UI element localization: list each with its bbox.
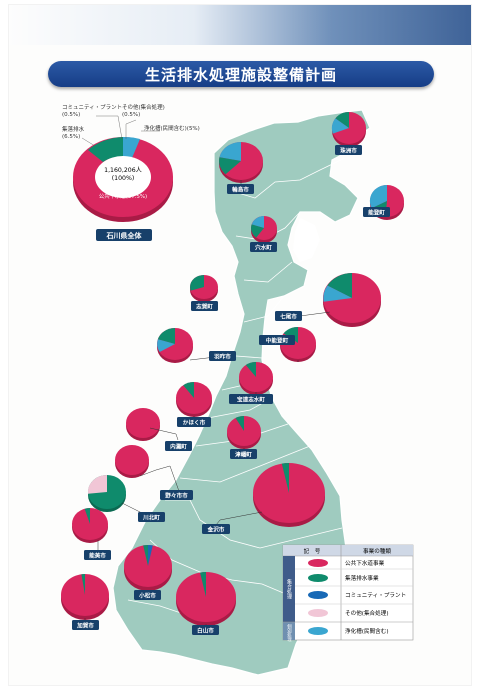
legend: [282, 544, 414, 641]
city-label-shika: [191, 301, 218, 311]
callout-village-value: (6.5%): [62, 134, 80, 140]
city-label-hodatsushimizu: [229, 394, 273, 404]
pie-anamizu: [251, 216, 277, 243]
pie-uchinada: [126, 408, 160, 441]
city-label-nomi: [84, 550, 111, 560]
callout-community-value: (0.5%): [62, 112, 80, 118]
prefecture-total-value: 1,160,206人: [104, 167, 142, 174]
header-band: [9, 5, 471, 45]
city-name-shika: 志賀町: [196, 303, 213, 311]
city-name-uchinada: 内灘町: [170, 443, 187, 451]
city-name-noto: 能登町: [368, 209, 385, 217]
city-name-kaga: 加賀市: [76, 622, 94, 630]
pie-kanazawa: [253, 462, 325, 527]
callout-septic-label: 浄化槽(民間含む)(5%): [144, 124, 200, 132]
pie-uchinada-2: [115, 445, 149, 478]
prefecture-label-box: [96, 229, 152, 241]
city-label-nonoichi: [160, 490, 193, 500]
pie-hakui: [157, 328, 193, 363]
city-label-nakanoto: [259, 335, 295, 345]
city-label-uchinada: [165, 441, 192, 451]
city-name-tsubata: 津幡町: [235, 451, 252, 459]
prefecture-total-chart: [73, 136, 173, 222]
city-name-nomi: 能美市: [89, 552, 106, 560]
city-label-suzu: [335, 145, 362, 155]
city-label-wajima: [227, 184, 254, 194]
legend-header-symbol: 記 号: [304, 547, 321, 555]
callout-village-label: 集落排水: [62, 125, 85, 133]
pie-wajima: [219, 142, 263, 183]
pie-nanao: [323, 273, 381, 327]
pie-kaga: [61, 573, 109, 620]
city-label-tsubata: [230, 449, 257, 459]
city-name-nanao: 七尾市: [280, 313, 297, 321]
city-name-wajima: 輪島市: [232, 186, 249, 194]
title-banner: 生活排水処理施設整備計画: [48, 61, 434, 87]
prefecture-total-percent: (100%): [112, 175, 135, 182]
legend-item-public-sewer: 公共下水道事業: [345, 559, 385, 567]
city-name-anamizu: 穴水町: [255, 244, 272, 252]
prefecture-sewer-label: 公共下水道(87.5%): [99, 192, 147, 200]
pie-hakusan: [176, 572, 236, 626]
pie-tsubata: [227, 415, 261, 449]
city-label-kanazawa: [202, 524, 230, 534]
callout-other-label: その他(集合処理): [122, 103, 165, 111]
pie-suzu: [331, 112, 366, 147]
city-name-hodatsushimizu: 宝達志水町: [237, 396, 265, 404]
city-name-suzu: 珠洲市: [340, 147, 357, 155]
prefecture-label: 石川県全体: [106, 231, 143, 240]
pie-nomi: [72, 508, 108, 543]
city-label-kawakita: [138, 512, 165, 522]
page-title: 生活排水処理施設整備計画: [144, 66, 337, 84]
legend-item-other: その他(集合処理): [345, 609, 389, 617]
city-name-nakanoto: 中能登町: [266, 337, 289, 345]
city-name-kahoku: かほく市: [183, 419, 206, 427]
city-name-hakusan: 白山市: [197, 627, 214, 635]
city-label-hakusan: [192, 625, 219, 635]
legend-header-type: 事業の種類: [363, 547, 391, 555]
legend-item-community-plant: コミュニティ・プラント: [345, 592, 406, 599]
city-label-noto: [363, 207, 390, 217]
city-label-komatsu: [134, 590, 161, 600]
city-label-nanao: [275, 311, 302, 321]
city-name-kanazawa: 金沢市: [207, 526, 225, 534]
city-name-nonoichi: 野々市市: [165, 492, 188, 500]
city-label-hakui: [209, 351, 236, 361]
city-label-kahoku: [177, 417, 211, 427]
callout-community-label: コミュニティ・プラント: [62, 104, 122, 111]
prefecture-callouts: [81, 115, 160, 147]
legend-item-septic: 浄化槽(民間含む): [345, 627, 389, 635]
legend-item-village-drainage: 集落排水事業: [345, 574, 379, 582]
pie-hodatsushimizu: [239, 362, 273, 395]
callout-other-value: (0.5%): [122, 112, 140, 118]
city-name-kawakita: 川北町: [142, 514, 160, 522]
city-label-kaga: [72, 620, 99, 630]
legend-group-individual: 個別処理: [287, 623, 292, 642]
legend-group-collective: 集合処理: [286, 578, 292, 599]
inland-bay: [293, 218, 320, 262]
city-label-anamizu: [250, 242, 277, 252]
pie-komatsu: [124, 545, 172, 591]
city-name-komatsu: 小松市: [139, 592, 156, 600]
pie-nonoichi: [87, 474, 126, 512]
pie-kahoku: [176, 382, 212, 417]
city-name-hakui: 羽咋市: [214, 353, 231, 361]
pie-shika: [190, 275, 218, 302]
